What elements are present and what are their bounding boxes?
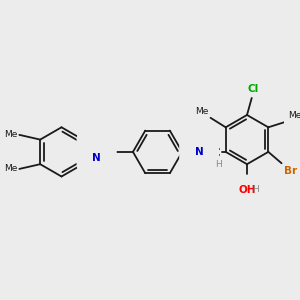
Text: Me: Me	[288, 111, 300, 120]
Text: Me: Me	[195, 107, 209, 116]
Text: Cl: Cl	[247, 84, 258, 94]
Text: H: H	[215, 160, 221, 169]
Text: OH: OH	[238, 185, 256, 195]
Text: Me: Me	[4, 130, 17, 140]
Text: N: N	[92, 153, 101, 163]
Text: O: O	[92, 141, 101, 151]
Text: Br: Br	[284, 166, 298, 176]
Text: N: N	[195, 147, 204, 157]
Text: Me: Me	[4, 164, 17, 173]
Text: H: H	[252, 185, 259, 194]
